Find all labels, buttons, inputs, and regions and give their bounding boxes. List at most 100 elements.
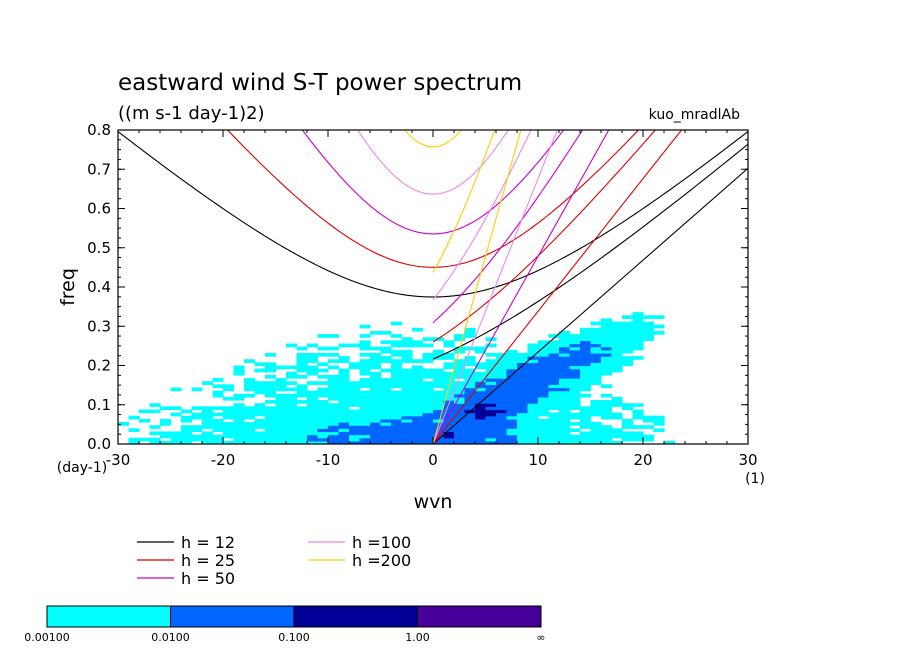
power-cell <box>307 400 319 404</box>
power-cell <box>590 327 602 332</box>
power-cell <box>506 425 518 429</box>
power-cell <box>391 390 403 395</box>
power-cell <box>370 396 382 401</box>
power-cell <box>328 422 340 426</box>
power-cell <box>622 324 634 329</box>
power-cell <box>622 418 634 423</box>
power-cell <box>391 384 403 389</box>
power-cell <box>611 346 623 351</box>
power-cell <box>569 365 581 370</box>
power-cell <box>401 368 413 373</box>
power-cell <box>548 403 560 407</box>
power-cell <box>233 428 245 433</box>
power-cell <box>422 422 434 426</box>
power-cell <box>517 406 529 411</box>
power-cell <box>191 428 203 433</box>
power-cell <box>538 371 550 376</box>
power-cell <box>496 396 508 401</box>
power-cell <box>170 412 182 417</box>
power-cell <box>359 431 371 436</box>
power-cell <box>580 362 592 367</box>
power-cell <box>622 356 634 360</box>
power-cell <box>170 437 182 442</box>
power-cell <box>265 352 277 357</box>
power-cell <box>590 334 602 338</box>
power-cell <box>296 368 308 373</box>
power-cell <box>412 422 424 426</box>
power-cell <box>559 384 571 389</box>
power-cell <box>632 315 644 319</box>
power-cell <box>464 428 476 433</box>
power-cell <box>475 412 487 417</box>
power-cell <box>569 349 581 354</box>
power-cell <box>422 352 434 357</box>
power-cell <box>433 374 445 379</box>
power-cell <box>170 431 182 436</box>
power-cell <box>548 362 560 367</box>
power-cell <box>590 428 602 433</box>
power-cell <box>454 368 466 373</box>
power-cell <box>506 384 518 389</box>
power-cell <box>443 415 455 420</box>
kelvin-curve <box>432 130 558 444</box>
power-cell <box>527 412 539 417</box>
power-cell <box>580 422 592 426</box>
power-cell <box>139 409 151 414</box>
power-cell <box>370 359 382 363</box>
x-tick-label: 0 <box>428 451 438 469</box>
power-cell <box>370 374 382 379</box>
power-cell <box>265 422 277 426</box>
power-cell <box>517 362 529 367</box>
power-cell <box>128 415 140 420</box>
power-cell <box>548 387 560 392</box>
power-cell <box>370 409 382 414</box>
power-cell <box>328 384 340 389</box>
power-cell <box>632 409 644 414</box>
power-cell <box>307 422 319 426</box>
power-cell <box>401 337 413 341</box>
power-cell <box>212 412 224 417</box>
power-cell <box>380 425 392 429</box>
power-cell <box>380 403 392 407</box>
power-cell <box>401 387 413 392</box>
power-cell <box>538 418 550 423</box>
power-cell <box>622 337 634 341</box>
power-cell <box>433 349 445 354</box>
power-cell <box>475 415 487 420</box>
power-cell <box>622 343 634 348</box>
power-cell <box>622 349 634 354</box>
power-cell <box>485 337 497 341</box>
power-cell <box>212 437 224 442</box>
power-cell <box>485 365 497 370</box>
power-cell <box>328 428 340 433</box>
power-cell <box>580 368 592 373</box>
power-cell <box>401 390 413 395</box>
power-cell <box>317 440 329 444</box>
power-cell <box>296 384 308 389</box>
power-cell <box>632 434 644 439</box>
power-cell <box>485 362 497 367</box>
kelvin-curve <box>432 130 683 444</box>
power-cell <box>496 431 508 436</box>
power-cell <box>265 368 277 373</box>
power-cell <box>275 381 287 385</box>
power-cell <box>443 440 455 444</box>
power-cell <box>580 415 592 420</box>
power-cell <box>328 365 340 370</box>
power-cell <box>338 387 350 392</box>
power-cell <box>548 365 560 370</box>
power-cell <box>527 403 539 407</box>
power-cell <box>338 374 350 379</box>
power-cell <box>569 434 581 439</box>
power-cell <box>412 393 424 398</box>
power-cell <box>317 428 329 433</box>
power-cell <box>443 400 455 404</box>
power-cell <box>496 434 508 439</box>
power-cell <box>559 337 571 341</box>
power-cell <box>359 343 371 348</box>
power-cell <box>475 365 487 370</box>
power-cell <box>118 422 130 426</box>
power-cell <box>370 365 382 370</box>
y-axis: 0.0 0.1 0.2 0.3 0.4 0.5 0.6 0.7 0.8 <box>87 121 748 453</box>
power-cell <box>317 387 329 392</box>
